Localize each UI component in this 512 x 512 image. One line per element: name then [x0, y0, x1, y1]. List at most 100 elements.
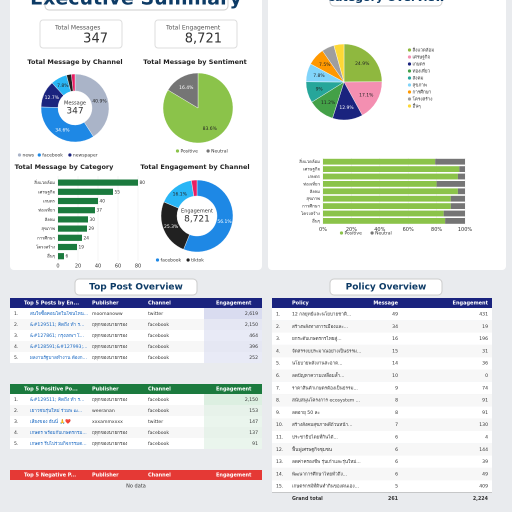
y-tick-label: เกษตร [43, 199, 56, 205]
table-row [10, 319, 262, 330]
bar-label: 19 [79, 245, 85, 251]
bar-segment [450, 203, 465, 209]
table-cell: 0 [485, 373, 488, 379]
kpi-label: Total Engagement [165, 25, 221, 32]
legend-label: Positive [181, 149, 199, 155]
table-cell: 49 [482, 471, 488, 477]
table-row [272, 344, 492, 358]
table-cell: ลดปัญหาความเหลื่อมล้ำ... [292, 372, 344, 379]
legend-label: การศึกษา [413, 90, 432, 96]
table-cell: 1. [276, 312, 280, 318]
table-row [10, 341, 262, 352]
table-row [272, 467, 492, 481]
table-cell: 5. [14, 441, 18, 447]
table-cell: ราคาสินค้าเกษตรต้องเป็นธรรม... [292, 383, 358, 391]
table-cell: เยาวชนรุ่นใหม่ ร่วมพ ฒ... [30, 408, 82, 414]
table-cell: 196 [479, 336, 488, 342]
bar [58, 207, 95, 214]
legend-label: ท่องเที่ยว [413, 68, 431, 75]
bar [58, 225, 87, 232]
engagement-cell [204, 438, 262, 449]
table-row [272, 406, 492, 419]
y-tick-label: สุขภาพ [41, 226, 55, 232]
table-header [10, 298, 262, 308]
slice-label: 12.9% [339, 105, 354, 111]
legend-label: สุขภาพ [413, 83, 427, 89]
bar-segment [323, 188, 458, 195]
table-cell: ฤทุกของนายกรอง [92, 397, 127, 403]
slice-label: 83.6% [203, 126, 218, 132]
legend-label: Positive [345, 231, 363, 237]
legend-swatch [407, 55, 412, 59]
table-cell: เกษตรกรมีที่ดินทำกินของตนเอง... [292, 483, 359, 490]
table-cell: 2,150 [245, 397, 258, 403]
table-cell: 12 กลยุทธ์และนโยบายชาติ... [292, 311, 351, 318]
slice-label: 7.5% [319, 62, 331, 68]
legend-label: tiktok [191, 258, 204, 264]
table-cell: 34 [392, 324, 398, 330]
table-cell: 19 [482, 324, 488, 330]
slice-label: 11.2% [321, 100, 336, 106]
x-tick-label: 20% [346, 227, 357, 233]
y-tick-label: เศรษฐกิจ [38, 189, 55, 195]
x-tick-label: 60% [403, 227, 414, 233]
table-row [272, 394, 492, 407]
table-cell: เกษตร รีบไปร่วมกิจกรรมต... [30, 440, 87, 447]
y-tick-label: อื่นๆ [312, 217, 320, 224]
center-value: 8,721 [184, 215, 210, 225]
table-cell: facebook [148, 441, 169, 447]
y-tick-label: สังคม [45, 217, 56, 223]
column-header: Message [373, 301, 398, 307]
engagement-cell [204, 394, 262, 405]
table-cell: 9. [276, 410, 280, 416]
bar-label: 80 [140, 180, 146, 186]
kpi-value: 347 [83, 32, 108, 47]
table-cell: 431 [479, 312, 488, 318]
column-header: Channel [148, 387, 171, 393]
kpi-card [39, 19, 123, 49]
bar-segment [323, 203, 451, 209]
table-row [10, 438, 262, 449]
slice [333, 43, 345, 83]
table-cell: 5. [276, 361, 280, 367]
table-cell: 36 [482, 361, 488, 367]
x-tick-label: 20 [75, 263, 81, 269]
table-cell: 16 [392, 336, 398, 342]
table-cell: 5 [395, 484, 398, 490]
chart-title: Total Message by Category [15, 163, 114, 171]
total-cell: 2,224 [473, 496, 489, 502]
legend-swatch [407, 69, 412, 73]
slice-label: 17.1% [359, 93, 374, 99]
table-cell: 147 [249, 419, 258, 425]
table-cell: 1. [14, 311, 18, 317]
table-cell: ฤทุกของนายกรอง [92, 344, 127, 350]
table-cell: 91 [252, 441, 258, 447]
legend-label: สังคม [413, 76, 424, 82]
table-cell: 74 [482, 385, 488, 391]
table-cell: 15 [392, 348, 398, 354]
table-cell: 8. [276, 398, 280, 404]
bar-segment [459, 166, 465, 172]
table-cell: ลดค่าครองชีพ รุ่นเก๋าและรุ่นใหม่... [292, 458, 361, 465]
section-title: Policy Overview [346, 283, 427, 293]
column-header: Engagement [216, 301, 252, 307]
center-value: 347 [66, 107, 83, 117]
chart-title: Total Message by Channel [27, 58, 122, 66]
bar-segment [435, 158, 465, 165]
table-row [10, 330, 262, 341]
chart-title: Total Message by Sentiment [143, 58, 246, 66]
table-cell: ฤทุกของนายกรอง [92, 355, 127, 361]
section-title: Top Post Overview [89, 283, 183, 293]
page-title: Executive Summary [30, 0, 242, 10]
table-cell: facebook [148, 344, 169, 350]
kpi-value: 8,721 [185, 32, 222, 47]
table-cell: &#128591;&#127993;... [30, 344, 87, 350]
table-cell: 15. [276, 484, 283, 490]
bar-label: 6 [66, 254, 69, 260]
table-cell: 5. [14, 355, 18, 361]
y-tick-label: การศึกษา [37, 235, 55, 241]
y-tick-label: สิ่งแวดล้อม [34, 179, 55, 186]
slice-label: 12.7% [45, 95, 60, 101]
y-tick-label: การศึกษา [302, 204, 320, 210]
table-row [272, 320, 492, 333]
